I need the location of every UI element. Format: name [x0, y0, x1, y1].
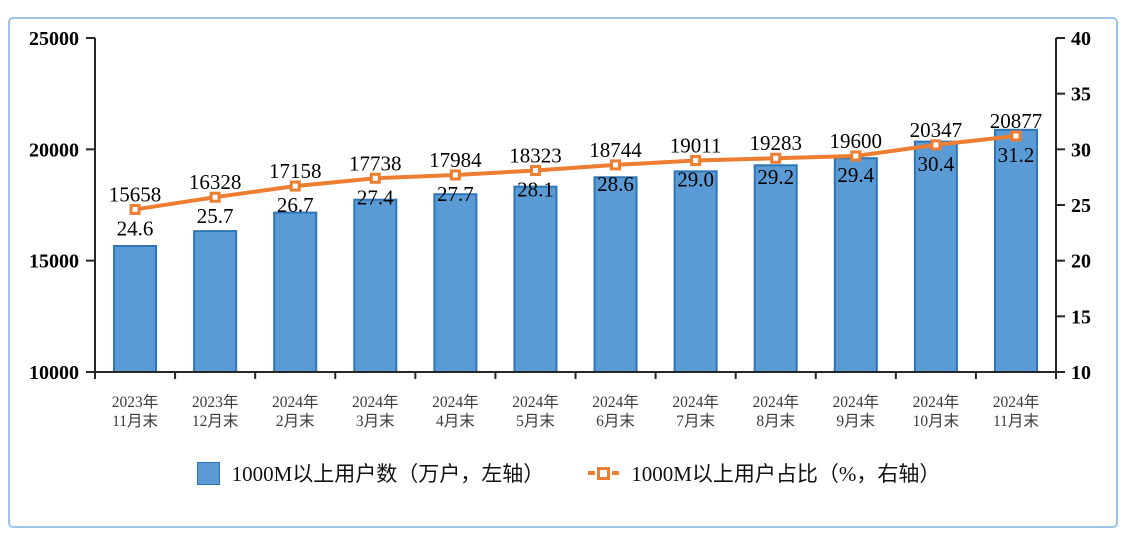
line-series — [134, 133, 1017, 212]
bar — [353, 198, 398, 373]
bar-value-label: 19283 — [749, 131, 802, 155]
line-point-marker-center — [1013, 133, 1019, 139]
line-value-label: 28.1 — [517, 177, 554, 201]
x-axis-label-year: 2024年 — [432, 393, 479, 411]
x-axis-label-year: 2024年 — [512, 393, 559, 411]
line-point-marker-center — [212, 194, 218, 200]
x-axis-label-month: 12月末 — [192, 412, 239, 430]
x-axis-label-month: 3月末 — [356, 412, 395, 430]
x-axis-label-month: 7月末 — [676, 412, 715, 430]
x-axis-label-year: 2024年 — [993, 393, 1040, 411]
bar — [833, 157, 878, 373]
line-point-marker-center — [292, 183, 298, 189]
line-value-label: 29.0 — [677, 167, 714, 191]
right-axis-tick-label: 25 — [1071, 195, 1091, 217]
bar — [673, 170, 718, 373]
line-point-marker-center — [132, 206, 138, 212]
bar-value-label: 15658 — [109, 182, 162, 206]
bar — [753, 164, 798, 373]
line-value-label: 27.4 — [357, 185, 394, 209]
line-value-label: 29.4 — [837, 163, 874, 187]
x-axis-label-year: 2024年 — [833, 393, 880, 411]
x-axis-label-month: 5月末 — [516, 412, 555, 430]
right-axis-tick-label: 20 — [1071, 251, 1091, 273]
line-point-marker-center — [613, 162, 619, 168]
bar — [593, 176, 638, 373]
legend-item-bar-series: 1000M以上用户数（万户，左轴） — [196, 458, 545, 488]
right-axis-tick-label: 10 — [1071, 362, 1091, 384]
right-axis-tick-label: 35 — [1071, 84, 1091, 106]
line-point-marker-center — [933, 142, 939, 148]
x-axis-label-month: 10月末 — [913, 412, 960, 430]
bar-series-swatch-icon — [196, 461, 220, 485]
x-axis-label-year: 2024年 — [752, 393, 799, 411]
legend: 1000M以上用户数（万户，左轴） 1000M以上用户占比（%，右轴） — [0, 451, 1137, 495]
left-axis-tick-label: 15000 — [29, 251, 79, 273]
x-axis-label-year: 2024年 — [272, 393, 319, 411]
x-axis-label-month: 6月末 — [596, 412, 635, 430]
bar — [113, 245, 158, 373]
line-value-label: 28.6 — [597, 172, 634, 196]
bar-value-label: 17984 — [429, 148, 482, 172]
line-value-label: 26.7 — [277, 193, 314, 217]
line-value-label: 31.2 — [998, 143, 1035, 167]
bar-series-label: 1000M以上用户数（万户，左轴） — [231, 462, 545, 486]
legend-item-line-series: 1000M以上用户占比（%，右轴） — [588, 458, 940, 488]
bar — [193, 230, 238, 373]
left-axis-tick-label: 25000 — [29, 28, 79, 50]
bar-value-label: 17158 — [269, 159, 322, 183]
x-axis-label-year: 2024年 — [592, 393, 639, 411]
left-axis-tick-label: 10000 — [29, 362, 79, 384]
line-point-marker-center — [372, 175, 378, 181]
bar-value-label: 20347 — [910, 118, 963, 142]
bar — [273, 211, 318, 373]
line-series-marker-icon — [588, 466, 620, 480]
right-axis-tick-label: 30 — [1071, 139, 1091, 161]
line-point-marker-center — [853, 153, 859, 159]
x-axis-label-month: 8月末 — [756, 412, 795, 430]
line-point-marker-center — [532, 167, 538, 173]
line-point-marker-center — [693, 157, 699, 163]
x-axis-label-month: 11月末 — [993, 412, 1039, 430]
x-axis-label-month: 2月末 — [276, 412, 315, 430]
line-value-label: 30.4 — [918, 152, 955, 176]
bar-value-label: 16328 — [189, 170, 242, 194]
bar-value-label: 18744 — [589, 138, 642, 162]
bar — [513, 185, 558, 373]
bar — [433, 193, 478, 373]
bar-value-label: 19600 — [830, 129, 883, 153]
bar-value-label: 17738 — [349, 151, 402, 175]
line-point-marker-center — [773, 155, 779, 161]
x-axis-label-year: 2024年 — [913, 393, 960, 411]
line-value-label: 27.7 — [437, 182, 474, 206]
line-value-label: 25.7 — [197, 204, 234, 228]
x-axis-label-month: 4月末 — [436, 412, 475, 430]
line-value-label: 29.2 — [757, 165, 794, 189]
bar-value-label: 20877 — [990, 109, 1043, 133]
x-axis-label-year: 2023年 — [192, 393, 239, 411]
bar-value-label: 18323 — [509, 143, 562, 167]
left-axis-tick-label: 20000 — [29, 139, 79, 161]
x-axis-label-year: 2024年 — [352, 393, 399, 411]
x-axis-label-month: 11月末 — [112, 412, 158, 430]
line-value-label: 24.6 — [117, 216, 154, 240]
right-axis-tick-label: 40 — [1071, 28, 1091, 50]
bar — [913, 140, 958, 373]
x-axis-label-year: 2023年 — [112, 393, 159, 411]
line-point-marker-center — [452, 172, 458, 178]
bar-value-label: 19011 — [670, 133, 722, 157]
x-axis-label-year: 2024年 — [672, 393, 719, 411]
line-series-label: 1000M以上用户占比（%，右轴） — [631, 462, 941, 486]
right-axis-tick-label: 15 — [1071, 306, 1091, 328]
x-axis-label-month: 9月末 — [836, 412, 875, 430]
